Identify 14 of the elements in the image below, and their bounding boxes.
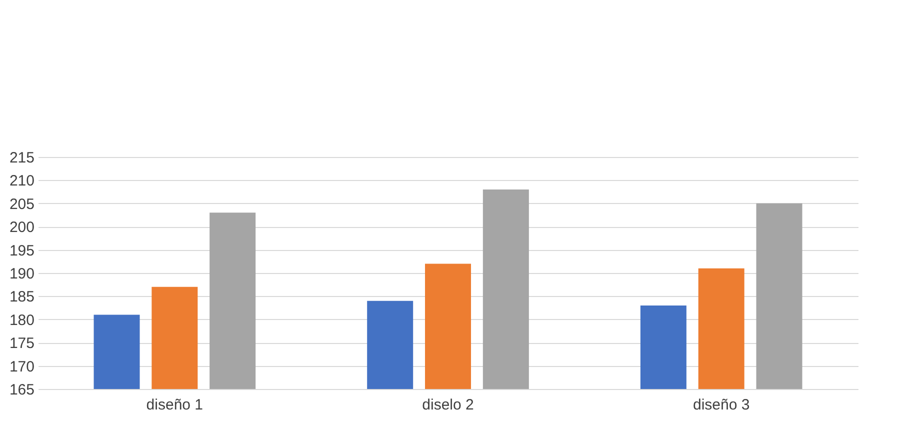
y-tick-label: 165 — [9, 382, 34, 398]
y-tick-label: 175 — [9, 335, 34, 352]
y-tick-label: 195 — [9, 242, 34, 260]
y-tick-label: 210 — [9, 172, 34, 190]
y-tick-label: 215 — [9, 150, 34, 166]
y-tick-label: 205 — [9, 196, 34, 213]
x-tick-label: diseño 1 — [146, 396, 204, 414]
x-tick-label: diseño 3 — [692, 396, 750, 414]
y-tick-label: 200 — [9, 219, 34, 236]
y-tick-label: 180 — [9, 312, 34, 329]
x-tick-label: diselo 2 — [422, 396, 474, 414]
y-tick-label: 190 — [9, 266, 34, 282]
y-tick-label: 170 — [9, 358, 34, 376]
y-tick-label: 185 — [9, 288, 34, 306]
